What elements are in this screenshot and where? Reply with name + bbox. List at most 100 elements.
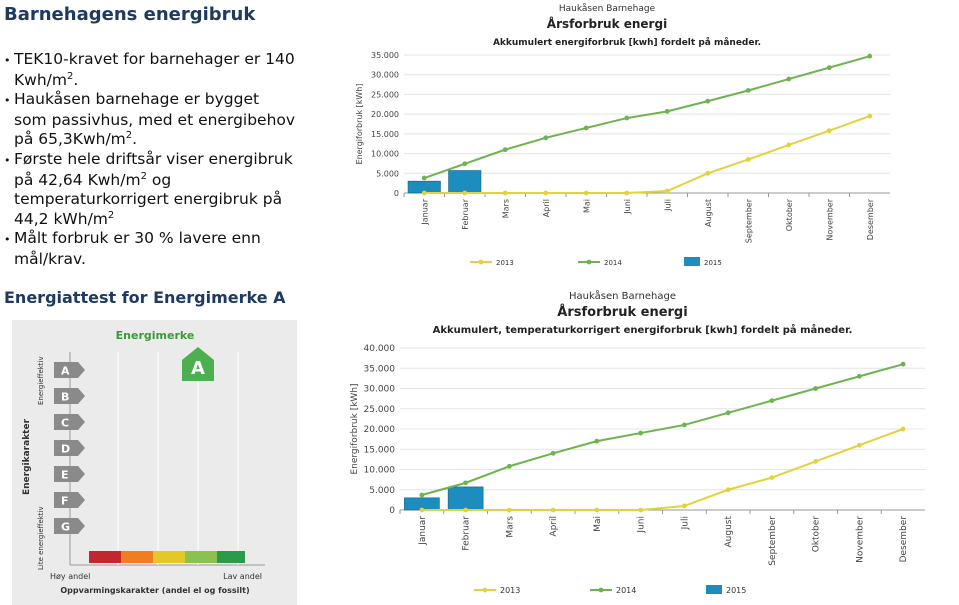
color-scale (89, 551, 121, 563)
marker (867, 53, 873, 59)
marker (421, 190, 427, 196)
marker (745, 157, 751, 162)
marker (550, 507, 556, 513)
marker (813, 386, 819, 391)
y-tick-label: 5.000 (376, 169, 399, 178)
y-tick-label: 20.000 (364, 425, 396, 435)
marker (624, 190, 630, 196)
y-tick-label: 35.000 (371, 51, 399, 60)
legend-swatch (598, 587, 604, 593)
y-tick-label: 25.000 (371, 90, 399, 99)
bar (447, 486, 484, 511)
marker (463, 480, 469, 486)
x-tick-label: Juni (623, 199, 632, 215)
grade-letter: E (61, 469, 69, 482)
legend-label: 2015 (704, 259, 722, 267)
x-tick-label: Februar (462, 516, 472, 551)
y-tick-label: 5.000 (369, 486, 395, 496)
marker (769, 398, 775, 404)
grade-letter: A (61, 365, 70, 378)
marker (856, 373, 862, 379)
bullet: Haukåsen barnehage er bygget som passivh… (4, 90, 296, 150)
section-title: Energiattest for Energimerke A (4, 288, 286, 307)
y-tick-label: 0 (389, 506, 395, 516)
chart-title: Årsforbruk energi (557, 304, 687, 320)
marker (543, 190, 549, 196)
chart-subtitle: Akkumulert, temperaturkorrigert energifo… (433, 323, 853, 336)
marker (506, 507, 512, 513)
bullet-text: TEK10-kravet for barnehager er 140 Kwh/m (14, 50, 295, 89)
bullet-text: . (73, 70, 79, 89)
axis-end-label: Lav andel (223, 572, 262, 581)
marker (543, 135, 549, 141)
legend-swatch (478, 259, 484, 265)
color-scale (153, 551, 185, 563)
chart-supertitle: Haukåsen Barnehage (559, 3, 656, 14)
chart-supertitle: Haukåsen Barnehage (569, 289, 676, 302)
marker (664, 108, 670, 114)
x-tick-label: Mars (505, 516, 515, 538)
marker (624, 115, 630, 121)
marker (705, 170, 711, 176)
line (423, 55, 871, 179)
y-tick-label: 15.000 (371, 130, 399, 139)
y-axis-label: Energikarakter (22, 418, 32, 495)
legend-swatch (706, 585, 722, 594)
grade-arrow (54, 440, 85, 456)
legend-label: 2014 (616, 586, 636, 595)
x-tick-label: September (768, 516, 778, 566)
grade-arrow (54, 362, 85, 378)
axis-end-label: Energieffektiv (37, 356, 45, 405)
x-tick-label: November (855, 516, 865, 563)
x-tick-label: Oktober (812, 516, 822, 553)
x-tick-label: Desember (899, 516, 909, 563)
x-axis-label: Oppvarmingskarakter (andel el og fossilt… (60, 586, 249, 595)
line (421, 428, 904, 511)
marker (502, 190, 508, 196)
grade-letter: B (61, 391, 69, 404)
marker (725, 487, 731, 493)
x-tick-label: Mars (501, 199, 510, 218)
superscript: 2 (67, 70, 74, 82)
marker (725, 410, 731, 416)
bullet-text: og temperaturkorrigert energibruk på 44,… (14, 170, 283, 228)
marker (462, 161, 468, 167)
marker (786, 76, 792, 82)
legend-label: 2014 (604, 259, 622, 267)
marker (826, 65, 832, 71)
legend-swatch (482, 587, 488, 593)
bullet: TEK10-kravet for barnehager er 140 Kwh/m… (4, 50, 296, 90)
y-axis-label: Energiforbruk [kWh] (355, 84, 364, 165)
marker (419, 492, 425, 498)
bullet-text: . (132, 130, 138, 149)
x-tick-label: August (724, 516, 734, 548)
color-scale (121, 551, 153, 563)
x-tick-label: Juni (637, 516, 647, 534)
marker (900, 361, 906, 367)
legend-label: 2013 (496, 259, 514, 267)
bar (448, 170, 482, 194)
x-tick-label: Mai (593, 516, 603, 532)
line (424, 115, 871, 194)
x-tick-label: Januar (420, 198, 429, 225)
marker (745, 88, 751, 93)
axis-end-label: Høy andel (50, 572, 90, 581)
marker (583, 125, 589, 131)
grade-arrow (54, 492, 85, 508)
marker (594, 438, 600, 444)
bullet: Første hele driftsår viser energibruk på… (4, 150, 296, 229)
y-tick-label: 30.000 (371, 71, 399, 80)
x-tick-label: April (549, 516, 559, 537)
bullet-text: Haukåsen barnehage er bygget som passivh… (14, 90, 296, 149)
y-axis-label: Energiforbruk [kWh] (350, 383, 360, 474)
x-tick-label: Mai (582, 199, 591, 213)
legend-label: 2013 (500, 586, 520, 595)
label-grid (117, 352, 239, 565)
legend-swatch (684, 257, 700, 266)
marker (462, 190, 468, 196)
grade-letter: D (61, 443, 70, 456)
x-tick-label: Oktober (785, 198, 794, 231)
marker (681, 422, 687, 428)
